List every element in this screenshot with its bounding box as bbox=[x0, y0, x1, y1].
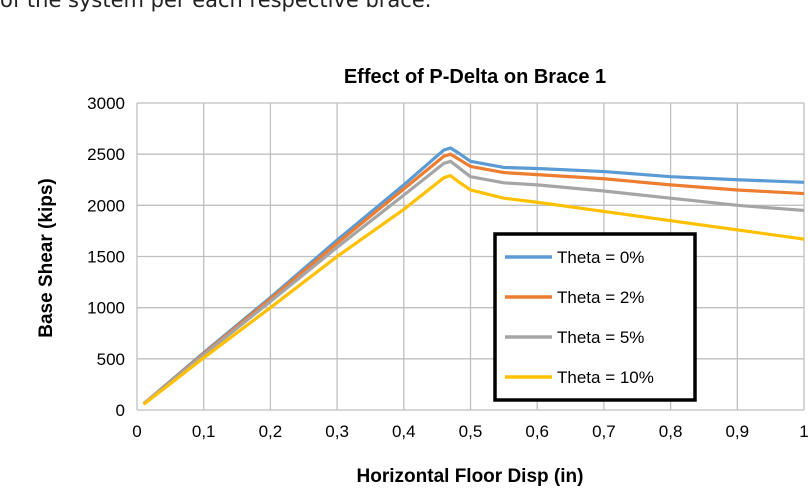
series-line-2 bbox=[142, 159, 805, 406]
x-axis-label: Horizontal Floor Disp (in) bbox=[357, 466, 584, 487]
document-caption-text: of the system per each respective brace. bbox=[0, 0, 432, 12]
legend-entry: Theta = 5% bbox=[557, 328, 644, 347]
legend-box bbox=[493, 232, 697, 402]
x-tick-label: 0,3 bbox=[325, 422, 349, 441]
x-tick-label: 0,5 bbox=[459, 422, 483, 441]
legend-entry: Theta = 10% bbox=[557, 368, 654, 387]
x-tick-label: 0 bbox=[132, 422, 141, 441]
series-lines bbox=[142, 146, 805, 406]
x-tick-label: 0,8 bbox=[659, 422, 683, 441]
legend-entry: Theta = 2% bbox=[557, 288, 644, 307]
y-tick-label: 2500 bbox=[87, 145, 125, 164]
series-line-3 bbox=[142, 174, 805, 406]
legend-entry: Theta = 0% bbox=[557, 248, 644, 267]
x-tick-label: 0,4 bbox=[392, 422, 416, 441]
y-axis-label: Base Shear (kips) bbox=[36, 178, 57, 337]
y-tick-label: 2000 bbox=[87, 196, 125, 215]
series-line-1 bbox=[142, 152, 805, 406]
y-tick-label: 0 bbox=[116, 401, 125, 420]
x-tick-label: 0,9 bbox=[725, 422, 749, 441]
x-tick-label: 0,1 bbox=[192, 422, 216, 441]
x-tick-label: 1 bbox=[799, 422, 808, 441]
x-tick-label: 0,2 bbox=[259, 422, 283, 441]
legend: Theta = 0% Theta = 2% Theta = 5% Theta = 10… bbox=[493, 232, 697, 402]
y-tick-label: 3000 bbox=[87, 94, 125, 113]
y-tick-label: 1000 bbox=[87, 299, 125, 318]
tick-labels: 0 0,1 0,2 0,3 0,4 0,5 0,6 0,7 0,8 0,9 1 0 500 1000 150… bbox=[87, 94, 809, 441]
grid bbox=[136, 102, 805, 411]
x-tick-label: 0,7 bbox=[592, 422, 616, 441]
y-tick-label: 500 bbox=[97, 350, 125, 369]
chart-title: Effect of P-Delta on Brace 1 bbox=[344, 66, 606, 88]
y-tick-label: 1500 bbox=[87, 248, 125, 267]
x-tick-label: 0,6 bbox=[525, 422, 549, 441]
